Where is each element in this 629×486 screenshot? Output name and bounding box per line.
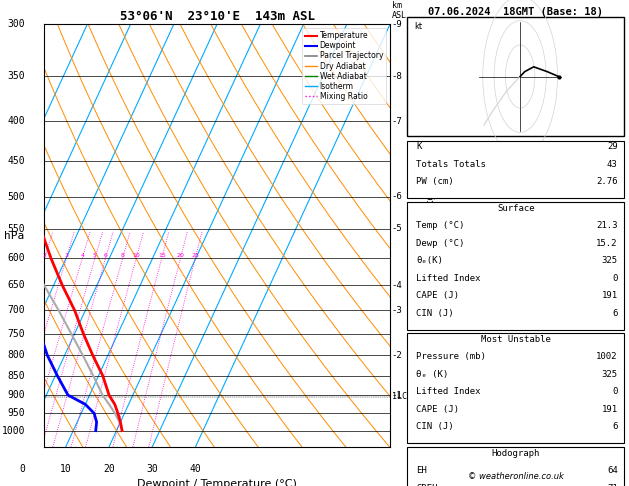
Text: 450: 450 (8, 156, 25, 166)
Text: Temp (°C): Temp (°C) (416, 221, 465, 230)
Text: 1LCL: 1LCL (392, 393, 412, 401)
Text: 800: 800 (8, 350, 25, 360)
Text: Totals Totals: Totals Totals (416, 160, 486, 169)
Text: 64: 64 (607, 466, 618, 475)
Text: CAPE (J): CAPE (J) (416, 291, 459, 300)
Text: 4: 4 (81, 253, 84, 258)
Text: -3: -3 (392, 306, 403, 315)
Text: 1002: 1002 (596, 352, 618, 362)
Text: kt: kt (414, 22, 422, 31)
Text: 350: 350 (8, 71, 25, 81)
Text: 71: 71 (607, 484, 618, 486)
Text: CAPE (J): CAPE (J) (416, 405, 459, 414)
Text: 600: 600 (8, 253, 25, 263)
Text: 0: 0 (612, 274, 618, 283)
Text: Dewpoint / Temperature (°C): Dewpoint / Temperature (°C) (137, 479, 297, 486)
Text: 325: 325 (601, 370, 618, 379)
Text: 1000: 1000 (1, 426, 25, 435)
Text: 2.76: 2.76 (596, 177, 618, 187)
Text: 21.3: 21.3 (596, 221, 618, 230)
Text: Lifted Index: Lifted Index (416, 387, 481, 397)
Bar (407, 447, 625, 486)
Text: EH: EH (416, 466, 427, 475)
Text: 750: 750 (8, 329, 25, 339)
Text: 550: 550 (8, 224, 25, 234)
Text: 900: 900 (8, 390, 25, 400)
Text: 10: 10 (132, 253, 140, 258)
Text: 0: 0 (612, 387, 618, 397)
Text: 8: 8 (121, 253, 125, 258)
Text: 0: 0 (19, 464, 25, 474)
Text: 3: 3 (64, 253, 69, 258)
Text: 6: 6 (612, 309, 618, 318)
Text: -2: -2 (392, 351, 403, 360)
Legend: Temperature, Dewpoint, Parcel Trajectory, Dry Adiabat, Wet Adiabat, Isotherm, Mi: Temperature, Dewpoint, Parcel Trajectory… (302, 28, 386, 104)
Bar (407, 202, 625, 330)
Text: 650: 650 (8, 280, 25, 290)
Text: -8: -8 (392, 72, 403, 81)
Text: hPa: hPa (4, 231, 25, 241)
Text: 15: 15 (158, 253, 165, 258)
Text: 400: 400 (8, 116, 25, 126)
Text: 29: 29 (607, 142, 618, 152)
Text: 15.2: 15.2 (596, 239, 618, 248)
Text: -1: -1 (392, 391, 403, 399)
Text: 6: 6 (104, 253, 108, 258)
Text: Dewp (°C): Dewp (°C) (416, 239, 465, 248)
Text: Most Unstable: Most Unstable (481, 335, 551, 344)
Text: 300: 300 (8, 19, 25, 29)
Text: 10: 10 (60, 464, 72, 474)
Text: 30: 30 (147, 464, 158, 474)
Text: Pressure (mb): Pressure (mb) (416, 352, 486, 362)
Text: SREH: SREH (416, 484, 438, 486)
Text: Hodograph: Hodograph (492, 449, 540, 458)
Text: -5: -5 (392, 225, 403, 233)
Text: 20: 20 (103, 464, 114, 474)
Text: 700: 700 (8, 305, 25, 315)
Text: -9: -9 (392, 20, 403, 29)
Text: km
ASL: km ASL (392, 0, 407, 20)
Text: 850: 850 (8, 371, 25, 381)
Text: Mixing Ratio (g/kg): Mixing Ratio (g/kg) (426, 190, 437, 282)
Text: 950: 950 (8, 408, 25, 418)
Text: Lifted Index: Lifted Index (416, 274, 481, 283)
Text: Surface: Surface (497, 204, 535, 213)
Text: -6: -6 (392, 192, 403, 201)
Bar (407, 141, 625, 198)
Text: 20: 20 (177, 253, 184, 258)
Text: θₑ (K): θₑ (K) (416, 370, 448, 379)
Text: θₑ(K): θₑ(K) (416, 256, 443, 265)
Text: 325: 325 (601, 256, 618, 265)
Text: 07.06.2024  18GMT (Base: 18): 07.06.2024 18GMT (Base: 18) (428, 7, 603, 17)
Bar (407, 17, 625, 136)
Text: K: K (416, 142, 421, 152)
Text: -4: -4 (392, 281, 403, 290)
Text: 40: 40 (189, 464, 201, 474)
Text: -7: -7 (392, 117, 403, 126)
Text: 5: 5 (93, 253, 97, 258)
Text: PW (cm): PW (cm) (416, 177, 454, 187)
Text: © weatheronline.co.uk: © weatheronline.co.uk (468, 472, 564, 481)
Text: 25: 25 (191, 253, 199, 258)
Text: 191: 191 (601, 291, 618, 300)
Text: 191: 191 (601, 405, 618, 414)
Text: CIN (J): CIN (J) (416, 422, 454, 432)
Text: 2: 2 (43, 253, 47, 258)
Bar (407, 333, 625, 443)
Title: 53°06'N  23°10'E  143m ASL: 53°06'N 23°10'E 143m ASL (120, 10, 314, 23)
Text: CIN (J): CIN (J) (416, 309, 454, 318)
Text: 6: 6 (612, 422, 618, 432)
Text: 500: 500 (8, 191, 25, 202)
Text: 43: 43 (607, 160, 618, 169)
